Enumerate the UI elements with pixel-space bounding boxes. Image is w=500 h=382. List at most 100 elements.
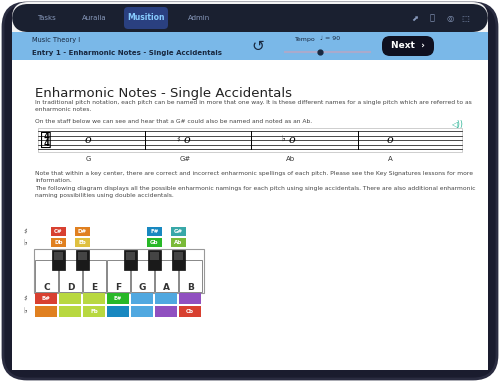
Text: On the staff below we can see and hear that a G# could also be named and noted a: On the staff below we can see and hear t… [35, 119, 312, 124]
Bar [35, 306, 57, 317]
Text: In traditional pitch notation, each pitch can be named in more that one way. It : In traditional pitch notation, each pitc… [35, 100, 472, 112]
Text: Tasks: Tasks [36, 15, 56, 21]
Text: o: o [288, 135, 296, 145]
Text: Gb: Gb [150, 240, 159, 245]
Bar [171, 238, 186, 247]
Text: ↺: ↺ [252, 39, 264, 53]
Text: 4: 4 [43, 131, 49, 141]
Text: G#: G# [180, 156, 190, 162]
Text: ⬜: ⬜ [430, 13, 434, 23]
Bar [78, 252, 87, 260]
Text: A: A [388, 156, 392, 162]
Bar [124, 250, 137, 270]
Bar [126, 252, 135, 260]
Text: ♭: ♭ [281, 134, 285, 144]
Bar [76, 250, 89, 270]
Bar [179, 293, 201, 304]
FancyBboxPatch shape [382, 36, 434, 56]
Text: o: o [84, 135, 91, 145]
Text: ♩ = 90: ♩ = 90 [320, 37, 340, 42]
Bar [131, 306, 153, 317]
Bar [172, 250, 185, 270]
Bar [155, 260, 178, 292]
Text: B: B [187, 283, 194, 291]
Text: C: C [43, 283, 50, 291]
Text: C#: C# [54, 229, 63, 234]
Text: o: o [386, 135, 394, 145]
Bar [83, 306, 105, 317]
Bar [59, 306, 81, 317]
Bar [35, 293, 57, 304]
Text: ⬚: ⬚ [461, 13, 469, 23]
Text: Next  ›: Next › [391, 42, 425, 50]
Text: Note that within a key center, there are correct and incorrect enharmonic spelli: Note that within a key center, there are… [35, 171, 473, 183]
Text: ♯: ♯ [23, 294, 27, 303]
Text: Ab: Ab [174, 240, 182, 245]
Bar [179, 260, 202, 292]
Text: B#: B# [42, 296, 50, 301]
FancyBboxPatch shape [12, 4, 488, 32]
Text: 𝄞: 𝄞 [40, 129, 52, 149]
Text: o: o [184, 135, 190, 145]
Bar [35, 260, 58, 292]
FancyBboxPatch shape [3, 3, 497, 379]
Bar [12, 32, 488, 60]
Text: ◁)): ◁)) [452, 120, 464, 129]
Text: Fb: Fb [90, 309, 98, 314]
Bar [107, 293, 129, 304]
Text: G: G [86, 156, 90, 162]
Text: G: G [139, 283, 146, 291]
Bar [52, 250, 65, 270]
Bar [131, 260, 154, 292]
Bar [38, 128, 462, 152]
Bar [83, 260, 106, 292]
Bar [12, 60, 488, 370]
Bar [54, 252, 63, 260]
Text: E#: E# [114, 296, 122, 301]
FancyBboxPatch shape [124, 7, 168, 29]
Text: A: A [163, 283, 170, 291]
Bar [147, 227, 162, 236]
Text: Entry 1 - Enharmonic Notes - Single Accidentals: Entry 1 - Enharmonic Notes - Single Acci… [32, 50, 222, 56]
Bar [147, 238, 162, 247]
Bar [171, 227, 186, 236]
Text: Db: Db [54, 240, 63, 245]
Text: ◎: ◎ [446, 13, 454, 23]
Bar [51, 227, 66, 236]
Text: ♭: ♭ [23, 238, 27, 248]
Text: E: E [92, 283, 98, 291]
Text: Admin: Admin [188, 15, 210, 21]
Text: Music Theory I: Music Theory I [32, 37, 80, 43]
Bar [34, 249, 204, 293]
Bar [107, 306, 129, 317]
Text: Eb: Eb [78, 240, 86, 245]
Text: 4: 4 [43, 139, 49, 149]
Bar [75, 238, 90, 247]
Text: Musition: Musition [127, 13, 165, 23]
Bar [179, 306, 201, 317]
Text: The following diagram displays all the possible enharmonic namings for each pitc: The following diagram displays all the p… [35, 186, 476, 198]
Text: Ab: Ab [286, 156, 294, 162]
Text: D: D [67, 283, 74, 291]
Text: Tempo: Tempo [295, 37, 316, 42]
Text: ♯: ♯ [176, 134, 180, 144]
Text: D#: D# [78, 229, 87, 234]
Text: G#: G# [174, 229, 183, 234]
Text: ⬈: ⬈ [412, 13, 418, 23]
Bar [107, 260, 130, 292]
Bar [155, 306, 177, 317]
Bar [148, 250, 161, 270]
Bar [51, 238, 66, 247]
Bar [155, 293, 177, 304]
Bar [59, 293, 81, 304]
Text: Enharmonic Notes - Single Accidentals: Enharmonic Notes - Single Accidentals [35, 87, 292, 100]
Text: ♯: ♯ [23, 228, 27, 236]
Text: F: F [116, 283, 121, 291]
Text: F#: F# [150, 229, 158, 234]
Bar [150, 252, 159, 260]
Bar [131, 293, 153, 304]
Text: Auralia: Auralia [82, 15, 106, 21]
Text: Cb: Cb [186, 309, 194, 314]
Bar [174, 252, 183, 260]
FancyBboxPatch shape [12, 2, 488, 370]
